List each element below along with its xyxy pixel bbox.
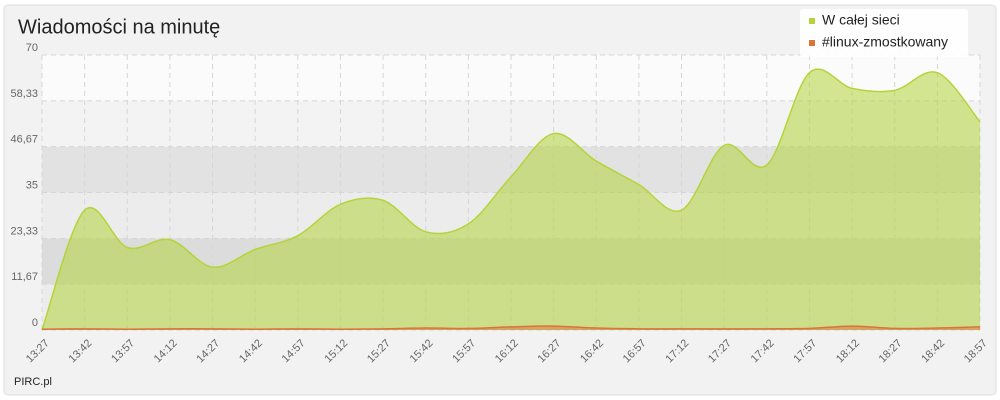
source: PIRC.pl [14, 376, 52, 388]
line [41, 325, 981, 330]
chart-title: Wiadomości na minutę [18, 16, 220, 38]
y-tick-label: 70 [26, 42, 38, 54]
area [42, 69, 980, 331]
y-tick-label: 0 [32, 317, 38, 329]
legend-box [800, 9, 968, 57]
legend-marker [809, 40, 815, 46]
y-tick-label: 11,67 [11, 271, 38, 283]
legend-label: W całej sieci [822, 12, 900, 28]
legend-label: #linux-zmostkowany [822, 34, 948, 50]
y-tick-label: 46,67 [10, 134, 38, 146]
y-tick-label: 23,33 [10, 225, 38, 237]
legend-marker [809, 18, 815, 24]
y-tick-label: 58,33 [10, 88, 38, 100]
y-tick-label: 35 [26, 179, 38, 191]
line [41, 68, 981, 331]
plot-area [41, 54, 981, 331]
